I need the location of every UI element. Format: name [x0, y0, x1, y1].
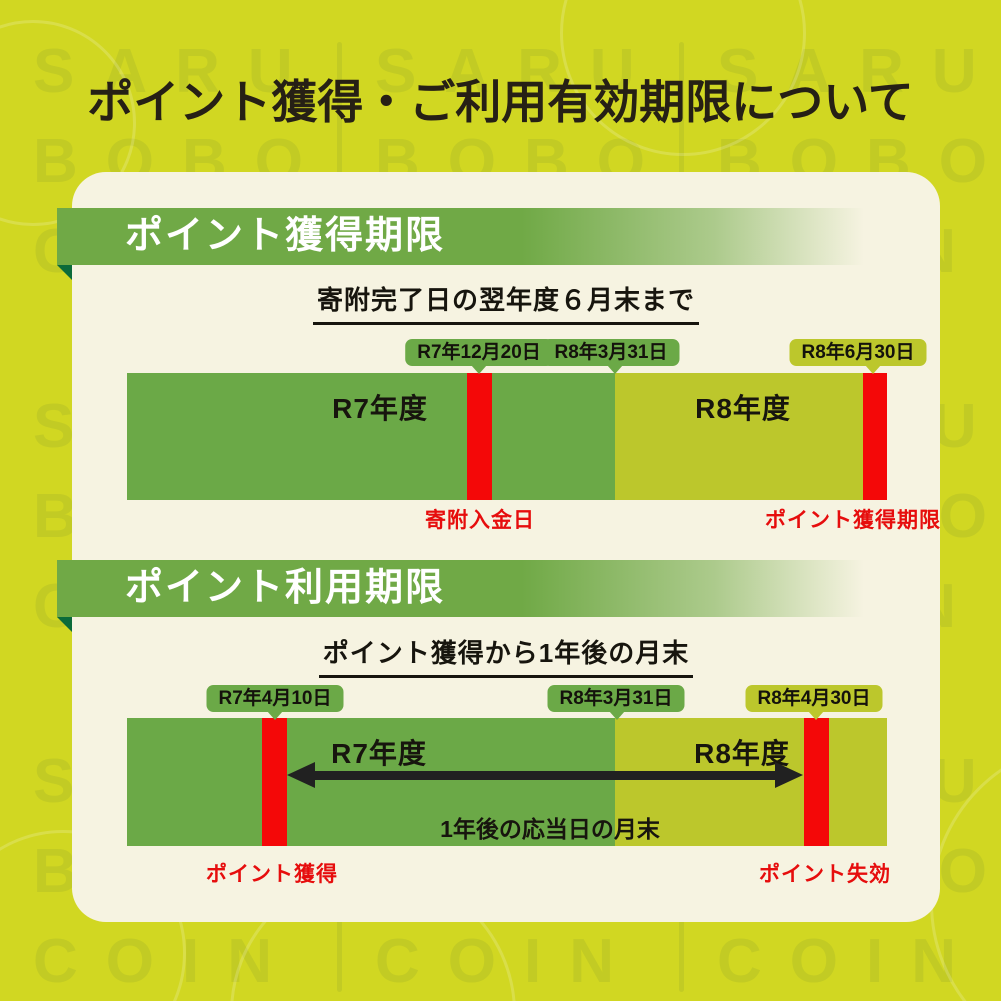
- segment-label: R7年度: [332, 393, 428, 424]
- section2-header: ポイント利用期限: [125, 567, 446, 609]
- date-label-text: R7年12月20日: [417, 342, 541, 363]
- watermark-divider: [679, 42, 684, 282]
- timeline-segment-r7: [127, 373, 615, 500]
- date-label-text: R8年4月30日: [757, 688, 871, 709]
- label-pointer-icon: [607, 365, 623, 374]
- label-pointer-icon: [471, 365, 487, 374]
- section2-header-banner: ポイント利用期限: [57, 560, 934, 617]
- marker-stripe-donation-date: [467, 373, 492, 500]
- ribbon-fold-icon: [57, 265, 72, 280]
- marker-caption: 寄附入金日: [425, 509, 535, 532]
- segment-label: R8年度: [694, 738, 790, 769]
- watermark-divider: [337, 42, 342, 282]
- arrow-caption: 1年後の応当日の月末: [440, 816, 660, 842]
- ribbon-fold-icon: [57, 617, 72, 632]
- date-label-text: R8年3月31日: [554, 342, 668, 363]
- date-label: R8年3月31日: [542, 339, 680, 366]
- section1-header-banner: ポイント獲得期限: [57, 208, 934, 265]
- date-label-text: R7年4月10日: [218, 688, 332, 709]
- timeline-segment-r8: [615, 718, 887, 846]
- timeline-acquisition: R7年度 R8年度: [127, 373, 887, 500]
- date-label: R8年4月30日: [745, 685, 883, 712]
- page-title: ポイント獲得・ご利用有効期限について: [87, 76, 914, 128]
- section1-subtitle-row: 寄附完了日の翌年度６月末まで: [72, 280, 940, 325]
- label-pointer-icon: [808, 711, 824, 720]
- date-label: R7年4月10日: [206, 685, 344, 712]
- date-label: R7年12月20日: [405, 339, 553, 366]
- section2-subtitle: ポイント獲得から1年後の月末: [318, 633, 694, 678]
- section2-subtitle-row: ポイント獲得から1年後の月末: [72, 633, 940, 678]
- section1-subtitle: 寄附完了日の翌年度６月末まで: [312, 280, 699, 325]
- date-label: R8年6月30日: [789, 339, 927, 366]
- marker-caption: ポイント獲得期限: [765, 509, 941, 532]
- segment-label: R7年度: [331, 738, 427, 769]
- label-pointer-icon: [609, 711, 625, 720]
- marker-stripe-acquisition-deadline: [863, 373, 887, 500]
- segment-label: R8年度: [695, 393, 791, 424]
- double-arrow-left-icon: [287, 762, 315, 788]
- double-arrow-shaft: [313, 771, 777, 780]
- timeline-segment-r7: [127, 718, 615, 846]
- double-arrow-right-icon: [775, 762, 803, 788]
- marker-stripe-point-granted: [262, 718, 287, 846]
- watermark-text: COIN: [717, 927, 984, 996]
- timeline-usage: R7年度 R8年度 1年後の応当日の月末: [127, 718, 887, 846]
- date-label: R8年3月31日: [547, 685, 685, 712]
- timeline-segment-r8: [615, 373, 887, 500]
- marker-caption: ポイント獲得: [206, 863, 338, 886]
- label-pointer-icon: [267, 711, 283, 720]
- marker-caption: ポイント失効: [759, 863, 891, 886]
- date-label-text: R8年6月30日: [801, 342, 915, 363]
- marker-stripe-point-expiry: [804, 718, 829, 846]
- section1-header: ポイント獲得期限: [125, 215, 446, 257]
- date-label-text: R8年3月31日: [559, 688, 673, 709]
- label-pointer-icon: [865, 365, 881, 374]
